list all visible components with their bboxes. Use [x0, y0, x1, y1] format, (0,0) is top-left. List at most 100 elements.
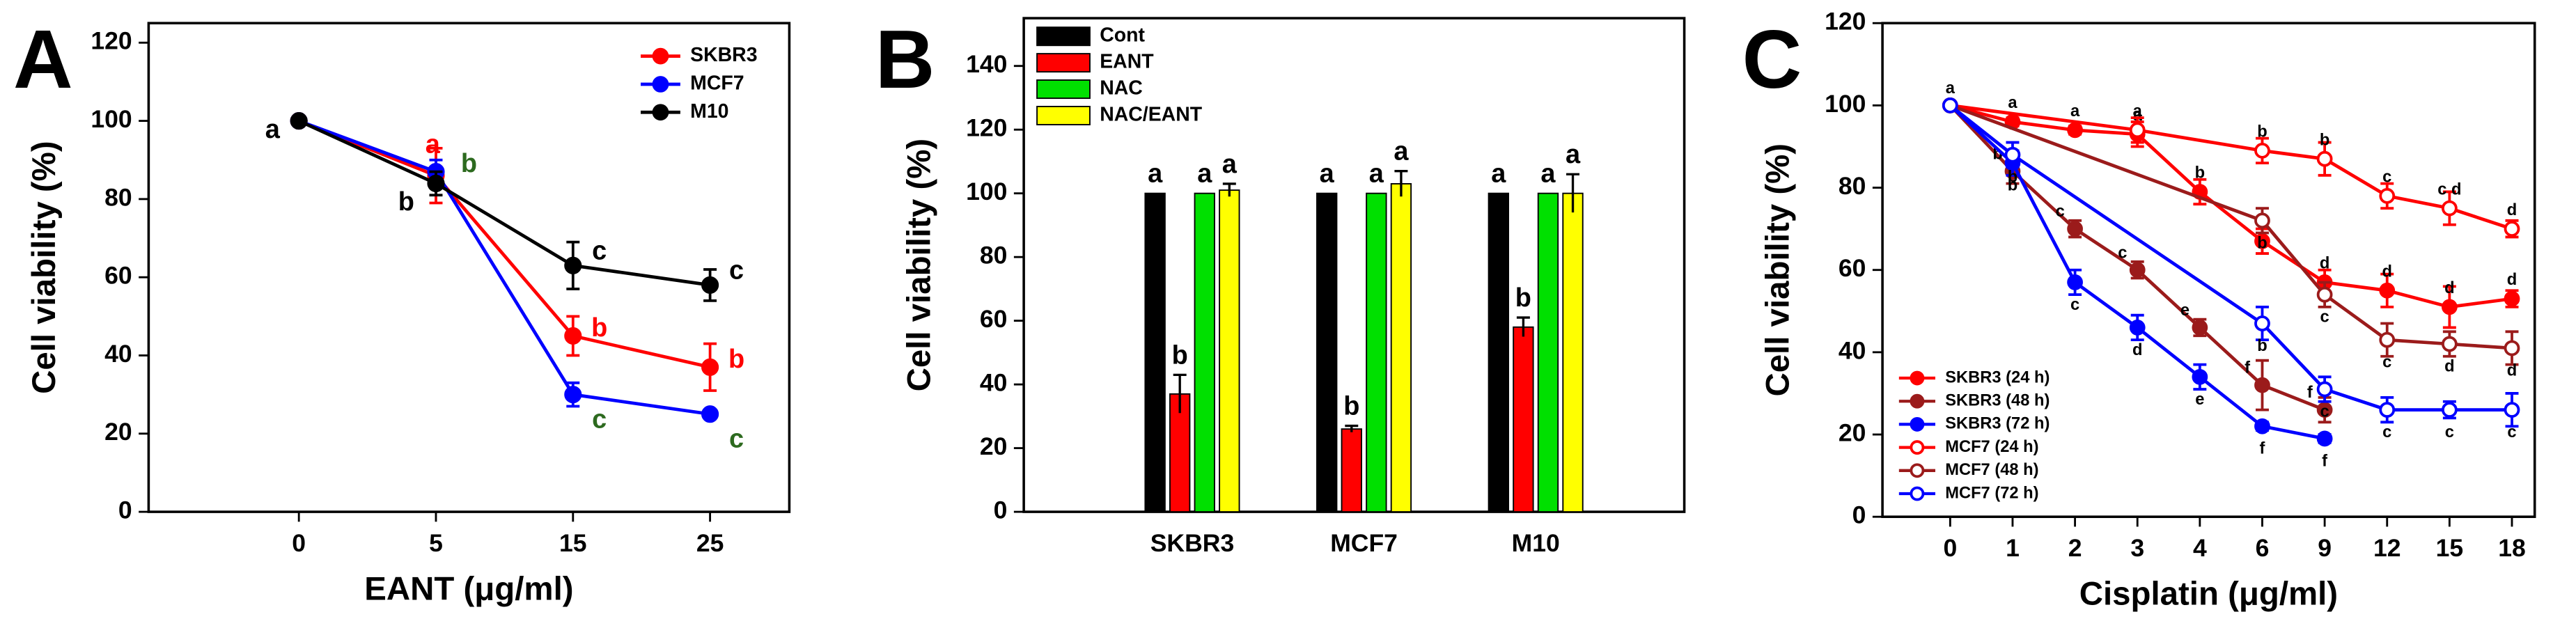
y-axis-title: Cell viability (%)	[901, 139, 938, 392]
bar	[1219, 189, 1240, 513]
significance-label: a	[1540, 159, 1556, 189]
legend-swatch	[1036, 53, 1091, 73]
series-line	[298, 119, 710, 287]
data-point	[2379, 282, 2396, 299]
significance-label: c	[2382, 168, 2391, 187]
bar	[1537, 192, 1559, 513]
data-point	[2129, 320, 2146, 336]
data-point	[1942, 97, 1958, 113]
data-point	[2316, 381, 2333, 398]
data-point	[2316, 402, 2333, 418]
significance-label: b	[591, 313, 607, 343]
x-tick-label: 0	[292, 529, 306, 557]
y-tick-label: 100	[1825, 90, 1866, 118]
x-tick-label: 0	[1943, 534, 1957, 562]
significance-label: b	[728, 345, 744, 374]
legend-marker	[652, 47, 669, 65]
bar	[1513, 326, 1534, 513]
data-point	[427, 174, 445, 193]
data-point	[701, 358, 719, 376]
significance-label: d	[2507, 271, 2517, 289]
legend-label: Cont	[1100, 24, 1145, 47]
significance-label: d	[2507, 201, 2517, 219]
x-tick-label: M10	[1512, 529, 1560, 557]
x-tick-label: 9	[2318, 534, 2332, 562]
significance-label: b	[2257, 234, 2267, 252]
error-bar	[1566, 173, 1580, 213]
legend-marker	[652, 76, 669, 93]
data-point	[2067, 221, 2083, 237]
y-tick-label: 120	[91, 27, 132, 55]
data-point	[290, 112, 308, 130]
significance-label: c	[2507, 423, 2516, 441]
significance-label: d	[2444, 279, 2454, 297]
legend-label: M10	[690, 100, 728, 123]
significance-label: a	[1491, 159, 1506, 189]
significance-label: d	[2320, 255, 2329, 273]
significance-label: b	[2008, 177, 2017, 195]
significance-label: b	[1172, 340, 1188, 370]
data-point	[2441, 299, 2458, 315]
significance-label: c	[2056, 203, 2065, 221]
significance-label: f	[2260, 440, 2265, 458]
significance-label: b	[2257, 337, 2267, 355]
y-tick-label: 80	[980, 242, 1008, 269]
y-tick-label: 60	[980, 305, 1008, 333]
panel-label: B	[875, 14, 935, 106]
x-tick-label: 1	[2006, 534, 2020, 562]
y-tick-label: 20	[104, 418, 132, 446]
x-tick-label: 12	[2373, 534, 2401, 562]
data-point	[2129, 122, 2146, 139]
legend-label: MCF7 (72 h)	[1945, 484, 2038, 502]
series-line	[298, 119, 710, 416]
data-point	[2316, 150, 2333, 167]
error-bar	[1173, 373, 1187, 414]
error-bar	[1394, 170, 1408, 197]
significance-label: f	[2322, 452, 2327, 470]
data-point	[2192, 320, 2208, 336]
significance-label: b	[1515, 283, 1531, 313]
y-tick-label: 80	[104, 183, 132, 211]
legend-marker	[1910, 393, 1925, 409]
x-tick-label: 15	[2436, 534, 2464, 562]
series-line	[1949, 104, 2512, 411]
significance-label: b	[398, 187, 414, 217]
significance-label: f	[2307, 384, 2313, 402]
significance-label: c	[2445, 423, 2454, 441]
x-tick-label: 5	[429, 529, 443, 557]
significance-label: d	[2382, 262, 2391, 281]
significance-label: a	[2133, 102, 2143, 120]
significance-label: b	[2008, 168, 2017, 187]
data-point	[2254, 142, 2270, 159]
legend-swatch	[1036, 26, 1091, 47]
significance-label: a	[426, 130, 441, 159]
significance-label: a	[1394, 137, 1409, 166]
data-point	[701, 405, 719, 423]
x-tick-label: SKBR3	[1150, 529, 1235, 557]
y-tick-label: 120	[966, 114, 1007, 142]
y-tick-label: 0	[1852, 501, 1866, 529]
data-point	[701, 276, 719, 294]
y-axis-title: Cell viability (%)	[26, 141, 63, 394]
y-tick-label: 100	[91, 105, 132, 133]
data-point	[564, 386, 582, 404]
panel-label: C	[1742, 14, 1802, 106]
legend-marker	[1910, 370, 1925, 386]
legend-swatch	[1036, 79, 1091, 100]
significance-label: a	[265, 115, 281, 144]
data-point	[2441, 402, 2458, 418]
data-point	[2254, 377, 2270, 393]
data-point	[2067, 122, 2083, 139]
x-axis-title: EANT (μg/ml)	[364, 570, 573, 607]
y-tick-label: 60	[104, 262, 132, 290]
legend-label: MCF7 (24 h)	[1945, 438, 2038, 456]
significance-label: c	[2070, 296, 2079, 314]
significance-label: e	[2180, 301, 2189, 320]
legend-marker	[1910, 463, 1925, 478]
significance-label: b	[2320, 131, 2329, 149]
significance-label: c	[2320, 403, 2329, 421]
significance-label: a	[1320, 159, 1335, 189]
significance-label: d	[2132, 341, 2142, 359]
legend-marker	[652, 104, 669, 121]
